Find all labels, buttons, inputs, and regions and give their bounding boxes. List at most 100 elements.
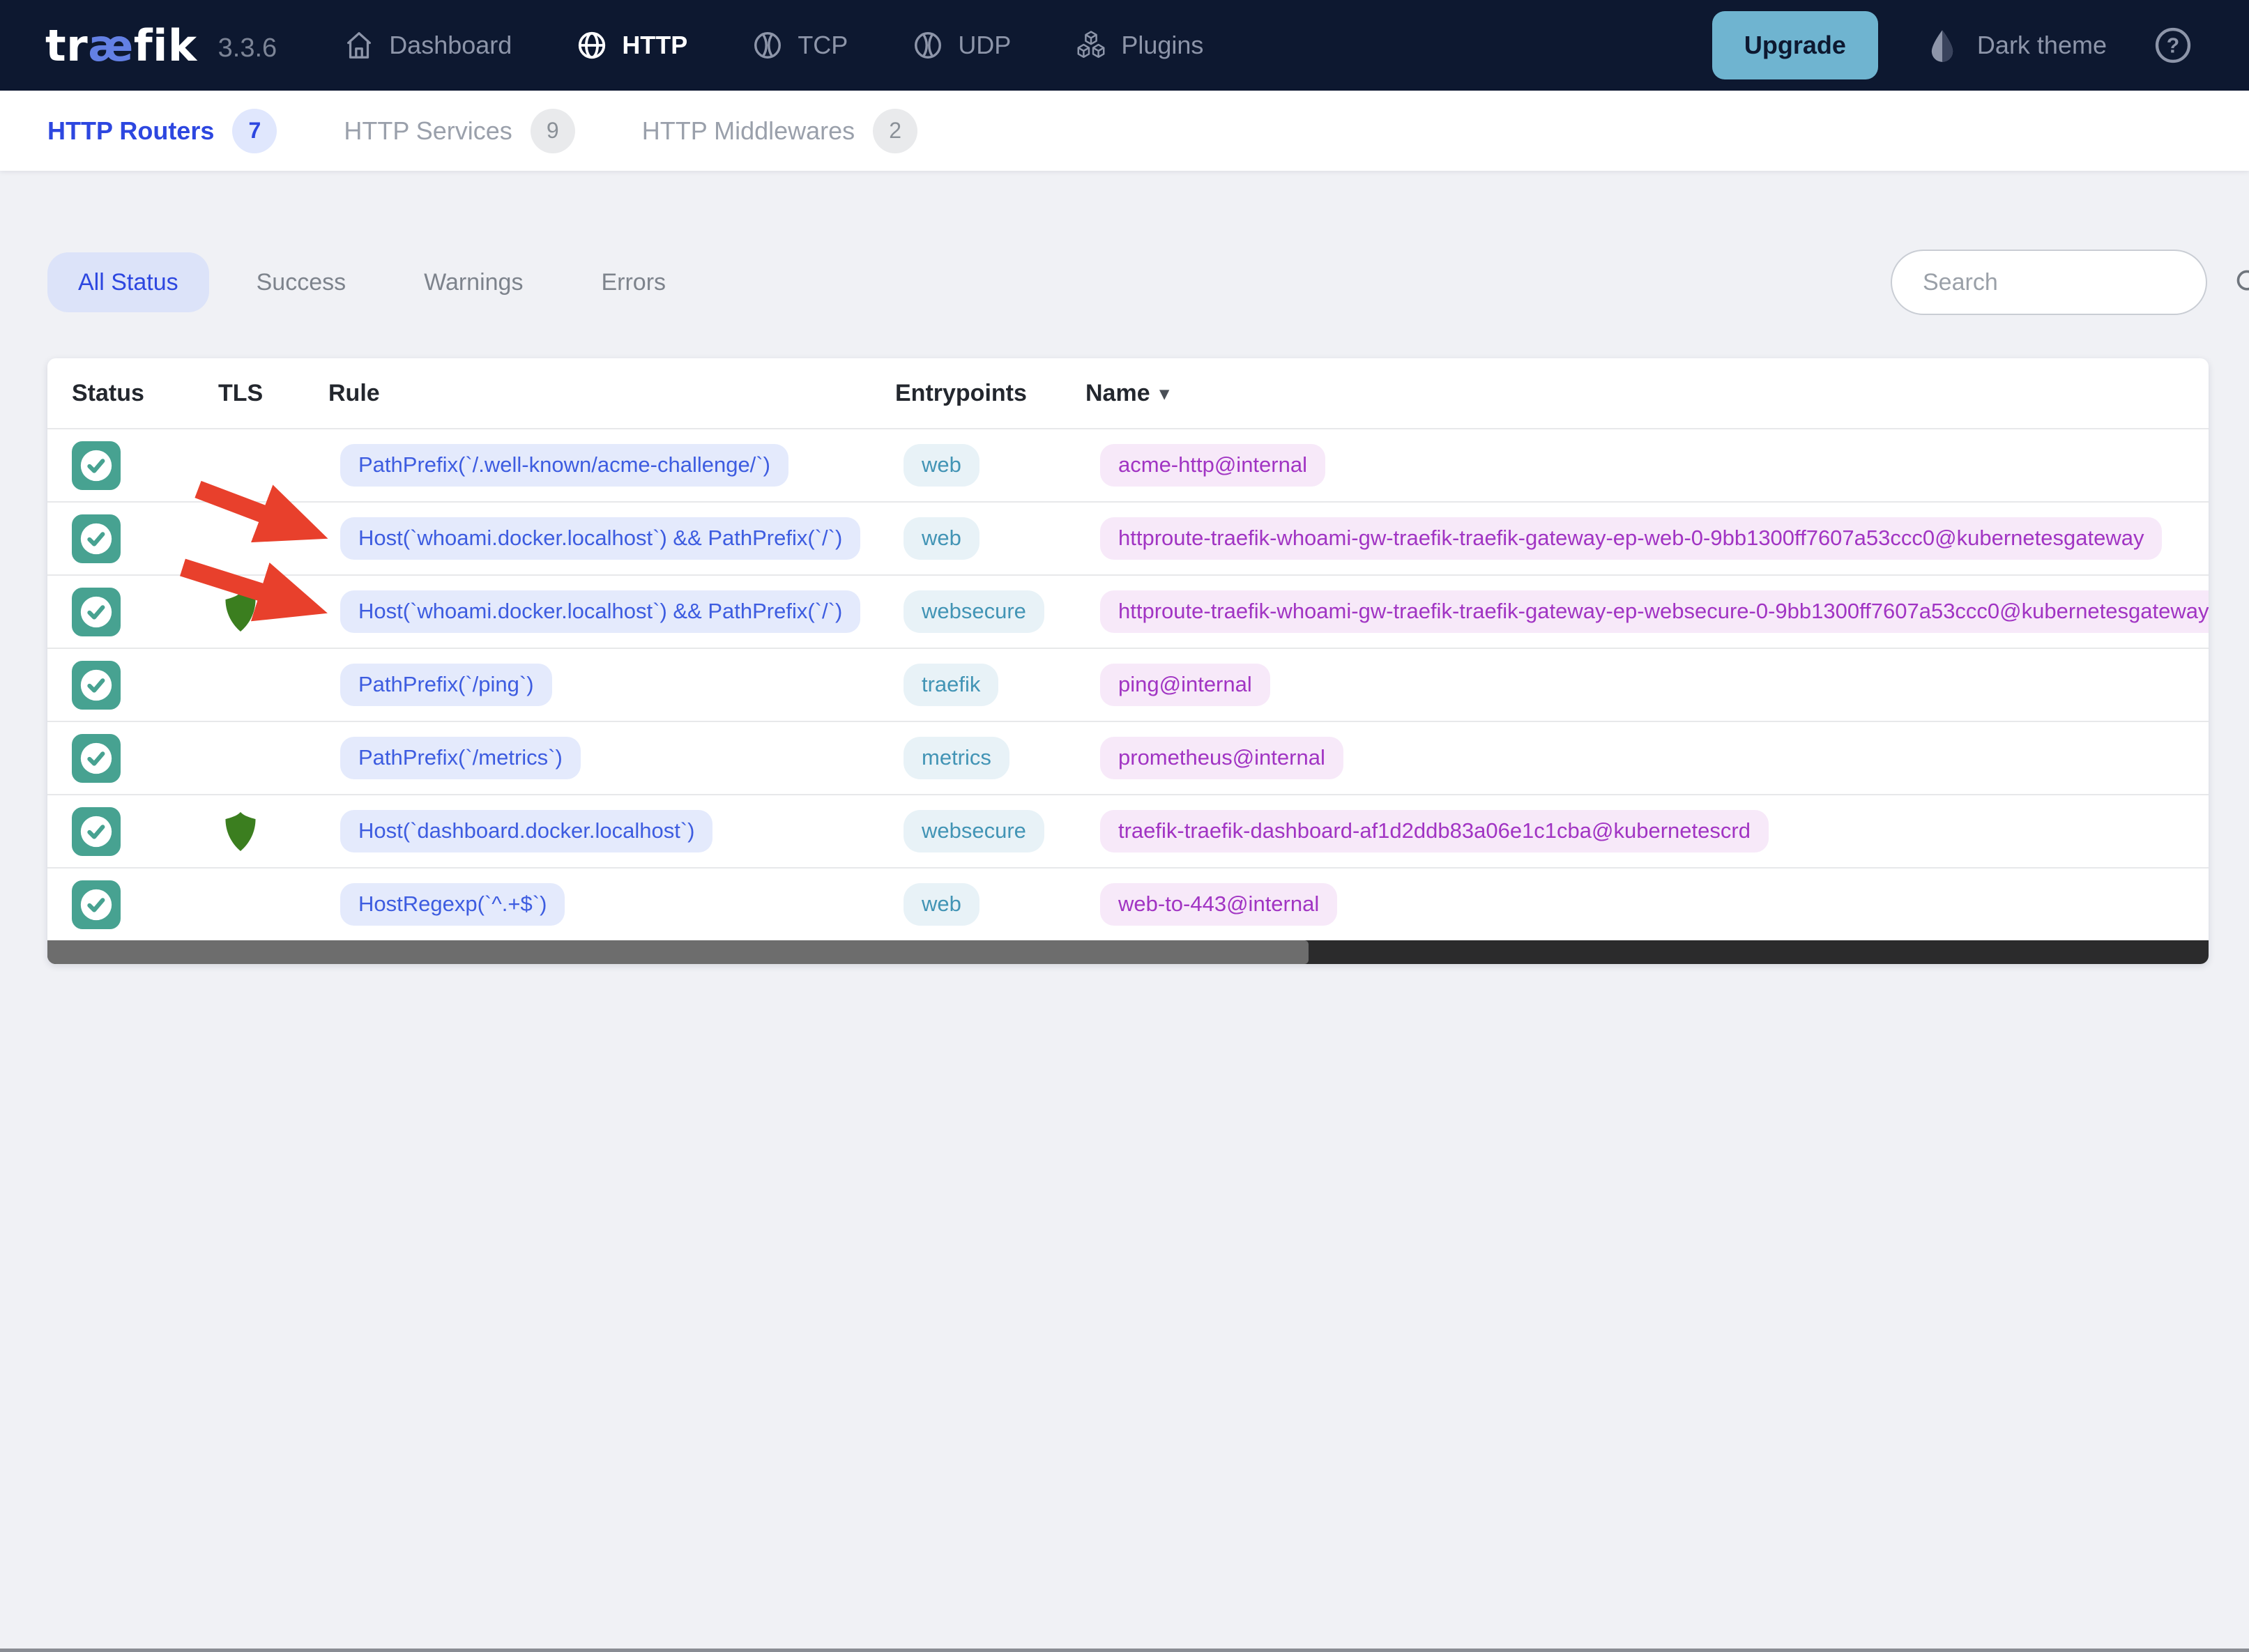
tab-http-routers[interactable]: HTTP Routers 7 (47, 108, 277, 153)
table-row[interactable]: Host(`whoami.docker.localhost`) && PathP… (47, 574, 2209, 648)
filter-success[interactable]: Success (256, 268, 346, 296)
table-row[interactable]: PathPrefix(`/ping`) traefik ping@interna… (47, 648, 2209, 721)
name-pill[interactable]: ping@internal (1100, 664, 1270, 706)
rule-pill[interactable]: HostRegexp(`^.+$`) (340, 883, 565, 926)
name-pill[interactable]: httproute-traefik-whoami-gw-traefik-trae… (1100, 517, 2163, 560)
filter-errors[interactable]: Errors (601, 268, 666, 296)
tab-label: HTTP Middlewares (641, 116, 855, 145)
status-cell (72, 649, 218, 721)
entrypoints-cell: web (895, 869, 1085, 940)
name-pill[interactable]: web-to-443@internal (1100, 883, 1338, 926)
toolbar: All Status Success Warnings Errors (47, 250, 2249, 315)
rule-pill[interactable]: PathPrefix(`/ping`) (340, 664, 552, 706)
contrast-droplet-icon (1931, 30, 1953, 62)
table-row[interactable]: Host(`dashboard.docker.localhost`) webse… (47, 794, 2209, 867)
horizontal-scrollbar (47, 940, 2209, 964)
scrollbar-thumb[interactable] (47, 940, 1309, 964)
tls-cell (218, 795, 328, 867)
tab-http-middlewares[interactable]: HTTP Middlewares 2 (641, 108, 918, 153)
question-icon: ? (2155, 27, 2191, 63)
help-button[interactable]: ? (2153, 25, 2193, 66)
table-row[interactable]: PathPrefix(`/metrics`) metrics prometheu… (47, 721, 2209, 794)
name-cell: ping@internal (1085, 649, 2209, 721)
entrypoint-pill[interactable]: metrics (904, 737, 1009, 779)
search-input[interactable] (1921, 268, 2233, 297)
rule-cell: Host(`whoami.docker.localhost`) && PathP… (328, 576, 895, 648)
name-pill[interactable]: traefik-traefik-dashboard-af1d2ddb83a06e… (1100, 810, 1769, 852)
nav-label: Plugins (1121, 31, 1204, 59)
rule-pill[interactable]: PathPrefix(`/.well-known/acme-challenge/… (340, 444, 788, 487)
version-label: 3.3.6 (218, 33, 277, 63)
entrypoint-pill[interactable]: web (904, 883, 979, 926)
column-header-entrypoints[interactable]: Entrypoints (895, 379, 1027, 406)
nav-item-udp[interactable]: UDP (912, 29, 1011, 61)
nav-item-tcp[interactable]: TCP (752, 29, 848, 61)
tab-count-badge: 9 (530, 108, 575, 153)
plugins-icon (1077, 31, 1105, 59)
tls-shield-icon (225, 592, 256, 632)
entrypoint-pill[interactable]: web (904, 444, 979, 487)
entrypoint-pill[interactable]: websecure (904, 590, 1044, 633)
name-cell: httproute-traefik-whoami-gw-traefik-trae… (1085, 576, 2209, 648)
status-success-icon (72, 514, 121, 563)
status-cell (72, 795, 218, 867)
filter-all-status[interactable]: All Status (47, 252, 209, 312)
status-success-icon (72, 660, 121, 710)
entrypoint-pill[interactable]: traefik (904, 664, 999, 706)
tab-label: HTTP Routers (47, 116, 215, 145)
table-header-row: Status TLS Rule Entrypoints Name ▾ (47, 358, 2209, 428)
tab-http-services[interactable]: HTTP Services 9 (344, 108, 575, 153)
filter-warnings[interactable]: Warnings (424, 268, 524, 296)
name-pill[interactable]: httproute-traefik-whoami-gw-traefik-trae… (1100, 590, 2209, 633)
entrypoint-pill[interactable]: web (904, 517, 979, 560)
home-icon (347, 32, 372, 59)
status-success-icon (72, 587, 121, 636)
rule-pill[interactable]: Host(`whoami.docker.localhost`) && PathP… (340, 590, 861, 633)
logo-text: tr (45, 20, 89, 71)
rule-cell: Host(`dashboard.docker.localhost`) (328, 795, 895, 867)
svg-text:?: ? (2167, 35, 2179, 58)
sort-caret-icon[interactable]: ▾ (1159, 382, 1169, 404)
column-header-rule[interactable]: Rule (328, 379, 380, 406)
rule-pill[interactable]: Host(`whoami.docker.localhost`) && PathP… (340, 517, 861, 560)
tls-cell (218, 576, 328, 648)
name-pill[interactable]: acme-http@internal (1100, 444, 1325, 487)
tls-cell (218, 503, 328, 574)
status-cell (72, 869, 218, 940)
entrypoints-cell: websecure (895, 795, 1085, 867)
nav-item-http[interactable]: HTTP (576, 29, 687, 61)
traefik-logo[interactable]: træfik (45, 20, 197, 71)
nav-item-dashboard[interactable]: Dashboard (343, 29, 512, 61)
tls-cell (218, 722, 328, 794)
table-row[interactable]: PathPrefix(`/.well-known/acme-challenge/… (47, 428, 2209, 501)
nav-item-plugins[interactable]: Plugins (1075, 29, 1203, 61)
dark-theme-toggle[interactable]: Dark theme (1924, 27, 2107, 63)
upgrade-button[interactable]: Upgrade (1711, 11, 1878, 79)
name-cell: web-to-443@internal (1085, 869, 2209, 940)
status-success-icon (72, 880, 121, 929)
rule-cell: Host(`whoami.docker.localhost`) && PathP… (328, 503, 895, 574)
rule-pill[interactable]: Host(`dashboard.docker.localhost`) (340, 810, 713, 852)
entrypoint-pill[interactable]: websecure (904, 810, 1044, 852)
main-nav: Dashboard HTTP TCP UDP Plugins (343, 29, 1267, 61)
tls-cell (218, 429, 328, 501)
entrypoints-cell: metrics (895, 722, 1085, 794)
logo-text: fik (133, 20, 197, 71)
column-header-status[interactable]: Status (72, 379, 144, 406)
entrypoints-cell: web (895, 503, 1085, 574)
table-row[interactable]: HostRegexp(`^.+$`) web web-to-443@intern… (47, 867, 2209, 940)
name-cell: acme-http@internal (1085, 429, 2209, 501)
table-row[interactable]: Host(`whoami.docker.localhost`) && PathP… (47, 501, 2209, 574)
nav-label: TCP (798, 31, 848, 59)
table-body: PathPrefix(`/.well-known/acme-challenge/… (47, 428, 2209, 940)
name-pill[interactable]: prometheus@internal (1100, 737, 1343, 779)
status-cell (72, 503, 218, 574)
bottom-edge (0, 1649, 2249, 1652)
status-success-icon (72, 806, 121, 856)
entrypoints-cell: web (895, 429, 1085, 501)
search-box (1891, 250, 2249, 315)
rule-pill[interactable]: PathPrefix(`/metrics`) (340, 737, 581, 779)
column-header-tls[interactable]: TLS (218, 379, 264, 406)
column-header-name[interactable]: Name ▾ (1085, 379, 1169, 406)
tcp-icon (754, 32, 782, 59)
